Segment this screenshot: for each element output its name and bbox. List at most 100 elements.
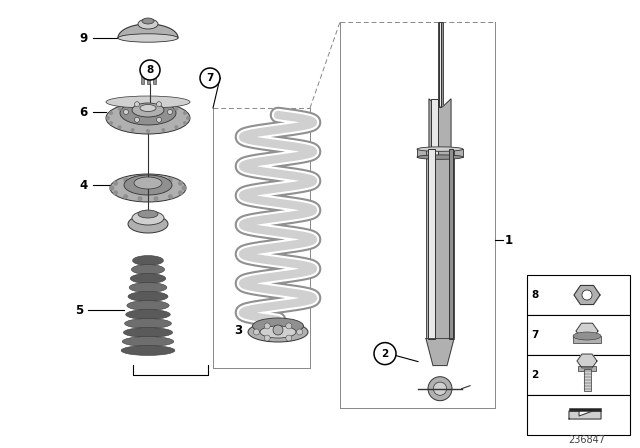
Bar xyxy=(426,149,454,339)
Bar xyxy=(569,408,601,411)
Bar xyxy=(527,395,630,435)
Circle shape xyxy=(109,185,115,190)
Circle shape xyxy=(161,104,165,108)
Text: 4: 4 xyxy=(80,178,88,191)
Ellipse shape xyxy=(124,327,173,337)
Circle shape xyxy=(134,117,140,122)
Circle shape xyxy=(286,323,292,329)
Ellipse shape xyxy=(106,96,190,108)
Polygon shape xyxy=(569,411,601,419)
Circle shape xyxy=(374,343,396,365)
Circle shape xyxy=(582,290,592,300)
Ellipse shape xyxy=(106,102,190,134)
Text: 7: 7 xyxy=(531,330,539,340)
Circle shape xyxy=(174,125,179,129)
Bar xyxy=(428,149,435,339)
Ellipse shape xyxy=(122,336,173,346)
Circle shape xyxy=(168,194,173,199)
Circle shape xyxy=(140,60,160,80)
Text: 3: 3 xyxy=(234,323,242,336)
Ellipse shape xyxy=(128,292,168,302)
Circle shape xyxy=(264,335,270,341)
Circle shape xyxy=(183,111,187,115)
Circle shape xyxy=(118,125,122,129)
Circle shape xyxy=(138,196,143,201)
Circle shape xyxy=(200,68,220,88)
Circle shape xyxy=(273,325,283,335)
Ellipse shape xyxy=(132,255,163,266)
Ellipse shape xyxy=(110,174,186,202)
Ellipse shape xyxy=(127,301,169,310)
Bar xyxy=(578,366,596,371)
Bar xyxy=(573,336,601,343)
Text: 6: 6 xyxy=(80,105,88,119)
Ellipse shape xyxy=(134,177,162,189)
Ellipse shape xyxy=(142,18,154,24)
Ellipse shape xyxy=(417,155,463,159)
Circle shape xyxy=(174,107,179,111)
Circle shape xyxy=(182,185,186,190)
Circle shape xyxy=(178,181,183,186)
Bar xyxy=(438,22,442,107)
Ellipse shape xyxy=(253,318,303,334)
Circle shape xyxy=(109,121,113,125)
Ellipse shape xyxy=(132,103,164,117)
Bar xyxy=(147,74,150,84)
Circle shape xyxy=(168,109,173,115)
Circle shape xyxy=(183,121,187,125)
Ellipse shape xyxy=(125,319,172,328)
Circle shape xyxy=(186,116,190,120)
Circle shape xyxy=(131,128,134,132)
Ellipse shape xyxy=(128,215,168,233)
Circle shape xyxy=(178,190,183,195)
Circle shape xyxy=(113,190,118,195)
Circle shape xyxy=(433,382,447,395)
Ellipse shape xyxy=(131,274,166,284)
Circle shape xyxy=(154,196,159,201)
Circle shape xyxy=(157,102,161,107)
Ellipse shape xyxy=(573,332,601,340)
Bar xyxy=(152,74,156,84)
Polygon shape xyxy=(429,99,451,157)
Ellipse shape xyxy=(417,147,463,151)
Polygon shape xyxy=(426,339,454,366)
Circle shape xyxy=(157,117,161,122)
Circle shape xyxy=(106,116,110,120)
Ellipse shape xyxy=(138,19,158,29)
Ellipse shape xyxy=(129,283,167,293)
Circle shape xyxy=(161,128,165,132)
Ellipse shape xyxy=(118,34,178,42)
Circle shape xyxy=(138,175,143,180)
Circle shape xyxy=(113,181,118,186)
Circle shape xyxy=(146,129,150,133)
Circle shape xyxy=(131,104,134,108)
Text: 236847: 236847 xyxy=(568,435,605,445)
Polygon shape xyxy=(577,354,597,368)
Circle shape xyxy=(253,329,259,335)
Circle shape xyxy=(109,111,113,115)
Text: 7: 7 xyxy=(206,73,214,83)
Circle shape xyxy=(123,194,128,199)
Polygon shape xyxy=(574,285,600,305)
Text: 9: 9 xyxy=(80,31,88,44)
Polygon shape xyxy=(576,323,598,339)
Bar xyxy=(527,315,630,355)
Bar xyxy=(584,369,591,391)
Ellipse shape xyxy=(125,310,170,319)
Text: 5: 5 xyxy=(75,303,83,316)
Text: 1: 1 xyxy=(505,233,513,246)
Text: 2: 2 xyxy=(381,349,388,358)
Circle shape xyxy=(118,107,122,111)
Circle shape xyxy=(146,103,150,107)
Ellipse shape xyxy=(131,265,164,275)
Ellipse shape xyxy=(124,175,172,195)
Bar xyxy=(431,99,438,157)
Ellipse shape xyxy=(121,345,175,355)
Bar xyxy=(527,275,630,315)
Circle shape xyxy=(123,177,128,182)
Text: 8: 8 xyxy=(147,65,154,75)
Circle shape xyxy=(134,102,140,107)
Bar xyxy=(449,149,453,339)
Bar xyxy=(438,22,440,107)
Bar xyxy=(527,355,630,395)
